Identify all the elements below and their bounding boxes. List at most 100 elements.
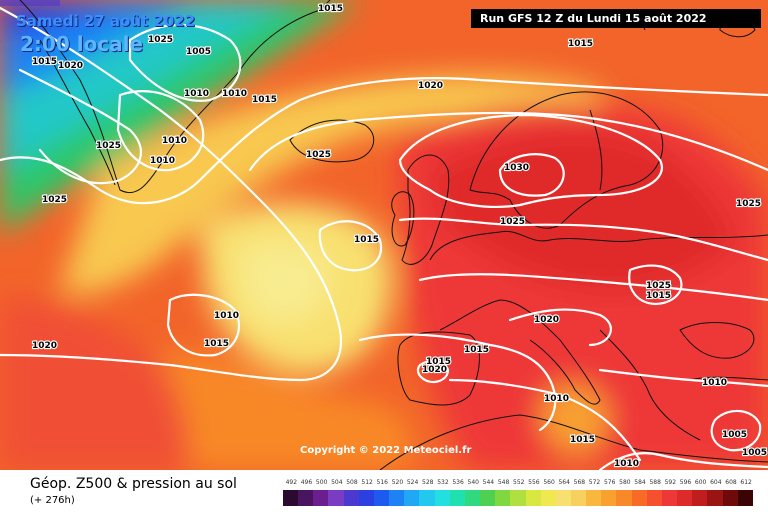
- legend-swatch: [570, 490, 587, 506]
- legend-tick-label: 516: [376, 479, 388, 486]
- isobar-label: 1015: [204, 339, 229, 349]
- copyright-notice: Copyright © 2022 Meteociel.fr: [300, 445, 472, 456]
- isobar-label: 1010: [614, 459, 639, 469]
- legend-swatch: [555, 490, 571, 506]
- legend-swatch: [495, 490, 511, 506]
- isobar-label: 1015: [318, 4, 343, 14]
- isobar-label: 1020: [534, 315, 559, 325]
- legend-swatch: [298, 490, 314, 506]
- legend-swatch: [661, 490, 678, 506]
- legend-swatch: [707, 490, 723, 506]
- isobar-label: 1005: [722, 430, 747, 440]
- legend-tick-label: 560: [543, 479, 555, 486]
- isobar-label: 1020: [32, 341, 57, 351]
- legend-swatch: [358, 490, 374, 506]
- legend-swatch: [540, 490, 556, 506]
- legend-swatch: [464, 490, 481, 506]
- legend-swatch: [434, 490, 450, 506]
- legend-swatch: [480, 490, 496, 506]
- legend-tick-labels: 492 496 500 504 508 512 516 520 524 528 532 536 540 5…: [283, 479, 753, 489]
- legend-tick-label: 580: [619, 479, 631, 486]
- model-run-banner: Run GFS 12 Z du Lundi 15 août 2022: [471, 9, 761, 28]
- isobar-label: 1010: [162, 136, 187, 146]
- legend-swatch: [510, 490, 526, 506]
- map-legend-footer: Géop. Z500 & pression au sol (+ 276h) 49…: [0, 470, 768, 512]
- isobar-label: 1015: [464, 345, 489, 355]
- legend-tick-label: 572: [588, 479, 601, 486]
- isobar-label: 1015: [568, 39, 593, 49]
- legend-swatch: [692, 490, 708, 506]
- legend-swatch: [313, 490, 329, 506]
- legend-swatch: [373, 490, 390, 506]
- isobar-label: 1010: [184, 89, 209, 99]
- legend-tick-label: 528: [422, 479, 434, 486]
- isobar-label: 1010: [702, 378, 727, 388]
- legend-tick-label: 612: [740, 479, 752, 486]
- legend-tick-label: 548: [497, 479, 510, 486]
- legend-tick-label: 544: [482, 479, 495, 486]
- isobar-label: 1020: [422, 365, 447, 375]
- legend-tick-label: 608: [725, 479, 737, 486]
- legend-swatch: [525, 490, 541, 506]
- isobar-label: 1005: [186, 47, 211, 57]
- isobar-label: 1025: [148, 35, 173, 45]
- legend-swatch: [722, 490, 738, 506]
- legend-swatch: [677, 490, 693, 506]
- legend-tick-label: 520: [391, 479, 404, 486]
- isobar-label: 1025: [646, 281, 671, 291]
- legend-swatch: [404, 490, 420, 506]
- legend-tick-label: 564: [558, 479, 570, 486]
- coastlines: [19, 0, 768, 470]
- legend-swatch: [389, 490, 405, 506]
- isobar-label: 1015: [426, 357, 451, 367]
- legend-tick-label: 584: [634, 479, 646, 486]
- legend-tick-label: 576: [603, 479, 616, 486]
- legend-tick-label: 540: [467, 479, 479, 486]
- legend-swatch: [419, 490, 435, 506]
- isobar-label: 1020: [418, 81, 443, 91]
- legend-tick-label: 492: [285, 479, 298, 486]
- legend-swatch: [343, 490, 359, 506]
- isobar-label: 1020: [58, 61, 83, 71]
- legend-tick-label: 536: [452, 479, 464, 486]
- legend-tick-label: 500: [315, 479, 328, 486]
- forecast-hour: 2:00 locale: [20, 32, 144, 56]
- isobar-label: 1010: [150, 156, 175, 166]
- legend-tick-label: 552: [513, 479, 525, 486]
- legend-tick-label: 568: [573, 479, 586, 486]
- legend-tick-label: 600: [694, 479, 707, 486]
- legend-tick-label: 504: [331, 479, 343, 486]
- field-title: Géop. Z500 & pression au sol: [30, 476, 237, 492]
- legend-tick-label: 496: [300, 479, 313, 486]
- legend-tick-label: 604: [710, 479, 722, 486]
- isobar-label: 1015: [252, 95, 277, 105]
- legend-swatch: [631, 490, 647, 506]
- isobar-label: 1025: [306, 150, 331, 160]
- isobar-label: 1015: [32, 57, 57, 67]
- isobar-label: 1015: [646, 291, 671, 301]
- legend-swatch: [737, 490, 753, 506]
- isobar-label: 1025: [96, 141, 121, 151]
- legend-swatch: [328, 490, 344, 506]
- legend-tick-label: 596: [679, 479, 692, 486]
- isobar-label: 1005: [742, 448, 767, 458]
- legend-tick-label: 532: [437, 479, 449, 486]
- legend-tick-label: 524: [406, 479, 419, 486]
- isobar-label: 1025: [736, 199, 761, 209]
- legend-swatch: [586, 490, 602, 506]
- legend-swatch: [283, 490, 299, 506]
- legend-swatch: [601, 490, 617, 506]
- lead-time: (+ 276h): [30, 495, 75, 506]
- isobar-label: 1010: [222, 89, 247, 99]
- legend-tick-label: 588: [649, 479, 661, 486]
- color-scale-bar: [283, 490, 753, 506]
- legend-swatch: [646, 490, 662, 506]
- legend-tick-label: 556: [528, 479, 540, 486]
- legend-tick-label: 508: [346, 479, 358, 486]
- forecast-date: Samedi 27 août 2022: [16, 12, 196, 30]
- legend-swatch: [449, 490, 465, 506]
- isobar-lines: [0, 6, 768, 470]
